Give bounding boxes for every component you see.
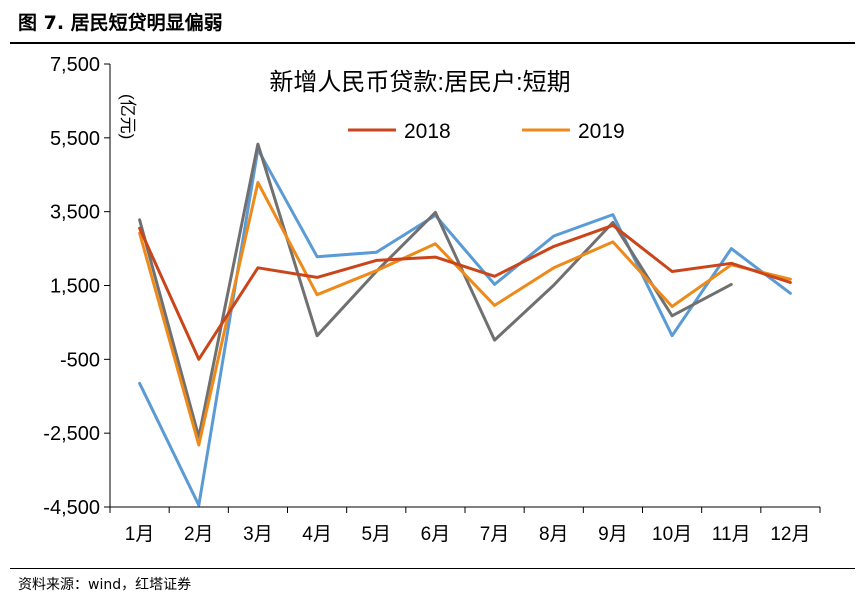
y-tick-label: -4,500 (43, 497, 100, 519)
x-tick-label: 10月 (652, 524, 692, 545)
x-tick-label: 2月 (184, 524, 214, 545)
chart-title: 新增人民币贷款:居民户:短期 (269, 69, 570, 96)
series-line-unlabeled-2 (138, 147, 792, 507)
source-note: 资料来源：wind，红塔证券 (18, 577, 192, 593)
x-tick-label: 3月 (243, 524, 273, 545)
y-tick-label: 1,500 (50, 276, 100, 298)
legend-label-2018: 2018 (404, 120, 451, 143)
figure-title: 图 7. 居民短贷明显偏弱 (18, 12, 223, 34)
legend-label-2019: 2019 (578, 120, 625, 143)
figure-header: 图 7. 居民短贷明显偏弱 (0, 0, 865, 44)
x-tick-label: 6月 (421, 524, 451, 545)
x-tick-label: 5月 (361, 524, 391, 545)
series-line-unlabeled-3 (138, 142, 733, 439)
y-tick-label: 5,500 (50, 128, 100, 150)
y-axis-unit-label: (亿元) (118, 94, 137, 139)
x-tick-label: 7月 (480, 524, 510, 545)
y-tick-label: 7,500 (50, 54, 100, 76)
series-line-2018 (138, 223, 792, 361)
line-chart: 7,500 5,500 3,500 1,500 -500 -2,500 -4,500 1月 2月… (43, 54, 821, 545)
y-tick-label: -500 (60, 349, 100, 371)
x-tick-label: 12月 (770, 524, 810, 545)
x-tick-label: 9月 (598, 524, 628, 545)
y-tick-label: 3,500 (50, 202, 100, 224)
series-line-2019 (138, 181, 792, 447)
x-tick-label: 8月 (539, 524, 569, 545)
x-tick-label: 1月 (125, 524, 155, 545)
y-tick-label: -2,500 (43, 423, 100, 445)
x-tick-label: 11月 (712, 524, 751, 545)
header-rule (10, 42, 855, 44)
footer-rule (10, 568, 855, 569)
x-tick-label: 4月 (302, 524, 332, 545)
